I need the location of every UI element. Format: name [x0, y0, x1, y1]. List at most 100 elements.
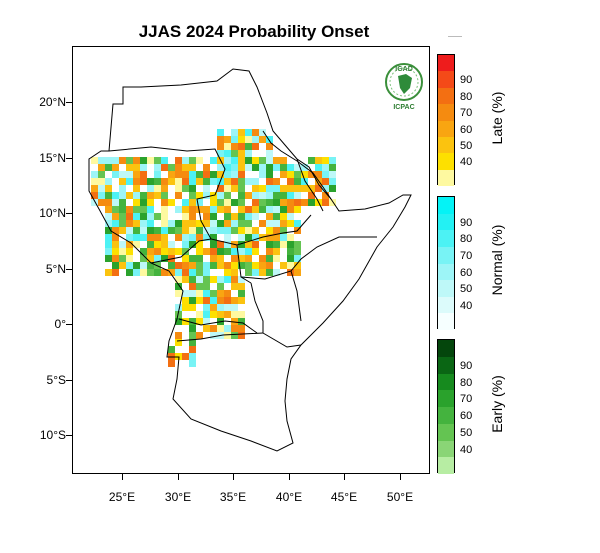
colorbar-normal-tick-label: 50 [460, 283, 473, 296]
lat-tick [66, 269, 72, 270]
grid-cell [189, 192, 196, 199]
grid-cell [287, 248, 294, 255]
grid-cell [259, 199, 266, 206]
lat-tick [66, 435, 72, 436]
grid-cell [224, 276, 231, 283]
grid-cell [182, 220, 189, 227]
grid-cell [210, 178, 217, 185]
grid-cell [126, 164, 133, 171]
grid-cell [280, 227, 287, 234]
grid-cell [259, 220, 266, 227]
grid-cell [168, 262, 175, 269]
grid-cell [266, 178, 273, 185]
grid-cell [154, 269, 161, 276]
grid-cell [231, 143, 238, 150]
grid-cell [252, 178, 259, 185]
grid-cell [273, 220, 280, 227]
grid-cell [238, 297, 245, 304]
grid-cell [182, 199, 189, 206]
grid-cell [126, 157, 133, 164]
grid-cell [189, 360, 196, 367]
grid-cell [203, 220, 210, 227]
grid-cell [231, 276, 238, 283]
grid-cell [217, 255, 224, 262]
grid-cell [175, 318, 182, 325]
grid-cell [105, 227, 112, 234]
grid-cell [224, 220, 231, 227]
grid-cell [322, 178, 329, 185]
grid-cell [238, 185, 245, 192]
grid-cell [147, 220, 154, 227]
grid-cell [182, 213, 189, 220]
grid-cell [196, 227, 203, 234]
grid-cell [154, 213, 161, 220]
grid-cell [182, 255, 189, 262]
grid-cell [266, 248, 273, 255]
grid-cell [196, 241, 203, 248]
colorbar-normal-tick-label: 70 [460, 249, 473, 262]
grid-cell [273, 269, 280, 276]
grid-cell [189, 178, 196, 185]
grid-cell [133, 262, 140, 269]
kenya-border [250, 270, 302, 348]
grid-cell [245, 234, 252, 241]
grid-cell [133, 241, 140, 248]
grid-cell [280, 185, 287, 192]
grid-cell [105, 269, 112, 276]
grid-cell [203, 297, 210, 304]
grid-cell [231, 199, 238, 206]
grid-cell [154, 241, 161, 248]
grid-cell [98, 178, 105, 185]
grid-cell [322, 157, 329, 164]
grid-cell [133, 269, 140, 276]
grid-cell [280, 213, 287, 220]
grid-cell [196, 318, 203, 325]
grid-cell [245, 220, 252, 227]
grid-cell [231, 213, 238, 220]
grid-cell [168, 164, 175, 171]
colorbar-normal-tick-label: 80 [460, 233, 473, 246]
grid-cell [231, 325, 238, 332]
grid-cell [210, 199, 217, 206]
grid-cell [252, 206, 259, 213]
grid-cell [245, 129, 252, 136]
grid-cell [189, 332, 196, 339]
grid-cell [329, 171, 336, 178]
colorbar-normal-segment [438, 263, 454, 281]
grid-cell [189, 213, 196, 220]
grid-cell [224, 325, 231, 332]
grid-cell [147, 269, 154, 276]
grid-cell [119, 213, 126, 220]
colorbar-late-segment [438, 55, 454, 72]
grid-cell [329, 157, 336, 164]
grid-cell [287, 213, 294, 220]
grid-cell [154, 255, 161, 262]
grid-cell [308, 157, 315, 164]
lon-label-25e: 25°E [108, 490, 136, 504]
grid-cell [112, 227, 119, 234]
grid-cell [98, 192, 105, 199]
grid-cell [252, 199, 259, 206]
grid-cell [210, 220, 217, 227]
grid-cell [231, 164, 238, 171]
grid-cell [126, 192, 133, 199]
grid-cell [182, 262, 189, 269]
grid-cell [210, 276, 217, 283]
grid-cell [287, 255, 294, 262]
grid-cell [196, 255, 203, 262]
grid-cell [210, 248, 217, 255]
grid-cell [203, 185, 210, 192]
grid-cell [315, 157, 322, 164]
grid-cell [238, 164, 245, 171]
grid-cell [266, 255, 273, 262]
grid-cell [238, 213, 245, 220]
grid-cell [133, 171, 140, 178]
lat-label-0: 0° [54, 317, 66, 331]
grid-cell [126, 220, 133, 227]
grid-cell [175, 304, 182, 311]
grid-cell [161, 269, 168, 276]
grid-cell [189, 290, 196, 297]
grid-cell [189, 283, 196, 290]
grid-cell [217, 143, 224, 150]
colorbar-normal-tick-label: 90 [460, 216, 473, 229]
